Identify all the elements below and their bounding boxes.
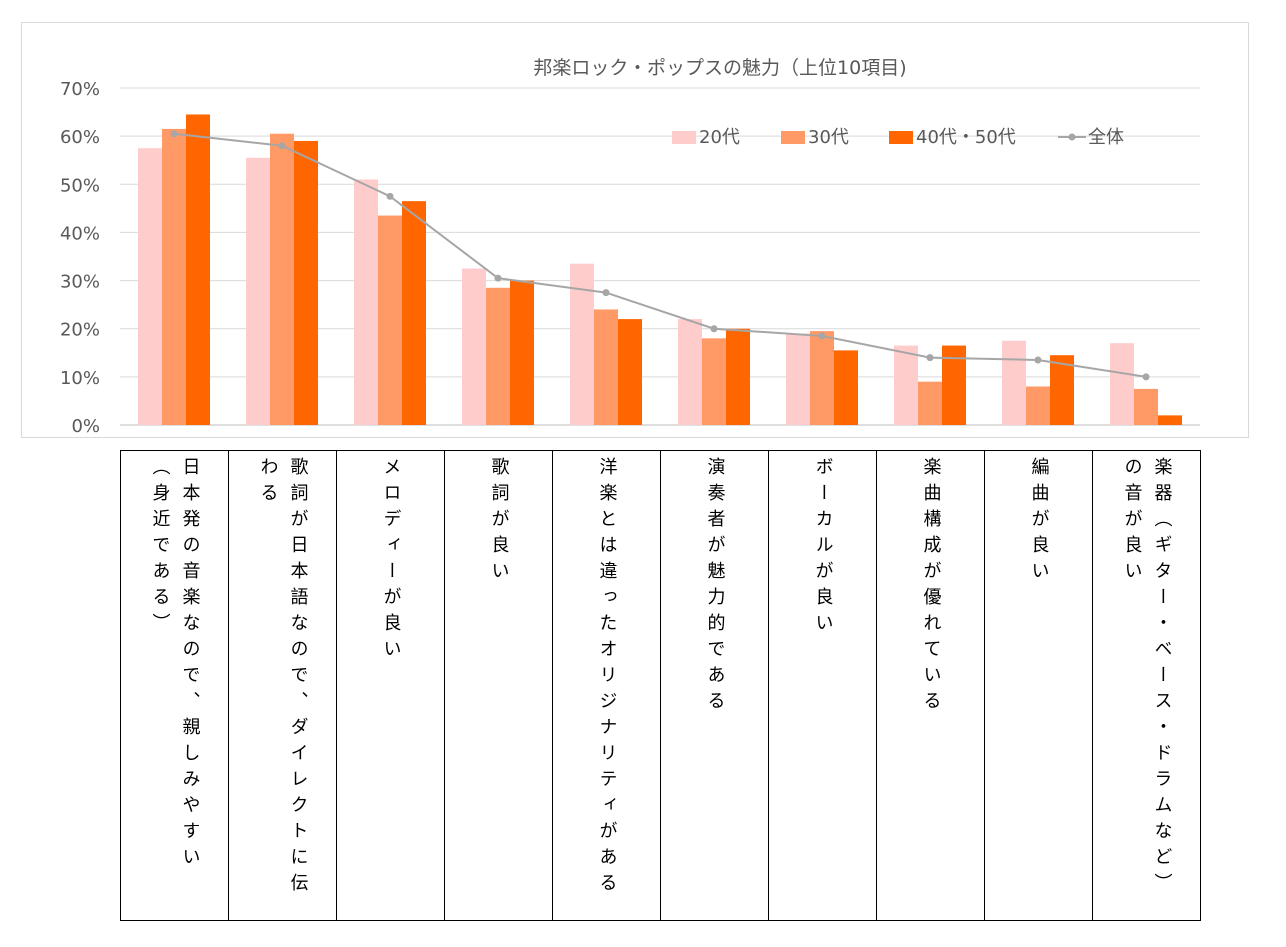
legend-label: 40代・50代 <box>916 127 1016 148</box>
bar <box>1002 340 1026 425</box>
bar <box>294 140 318 425</box>
bar <box>726 328 750 425</box>
line-point <box>494 274 502 282</box>
bar <box>462 268 486 425</box>
legend-label: 全体 <box>1088 127 1124 148</box>
category-label: 洋楽とは違ったオリジナリティがある <box>596 457 618 899</box>
bar <box>618 319 642 425</box>
bar <box>894 345 918 425</box>
category-label: メロディーが良い <box>380 457 402 665</box>
line-point <box>926 354 934 362</box>
bar <box>270 133 294 425</box>
bar <box>1134 388 1158 425</box>
bar <box>594 309 618 425</box>
category-label: 演奏者が魅力的である <box>704 457 726 717</box>
series-line-total <box>173 132 1147 378</box>
category-label-table: 日本発の音楽なので、親しみやすい（身近である） 歌詞が日本語なので、ダイレクトに伝… <box>120 450 1201 921</box>
legend-label: 20代 <box>699 127 740 148</box>
bar <box>486 287 510 425</box>
category-label: 編曲が良い <box>1028 457 1050 587</box>
bar <box>162 128 186 425</box>
y-tick-label: 10% <box>60 368 100 389</box>
bar <box>834 350 858 425</box>
chart-area <box>21 22 1249 438</box>
bar <box>378 215 402 425</box>
y-tick-label: 0% <box>71 416 100 437</box>
bar <box>786 333 810 425</box>
bar <box>678 319 702 425</box>
bar <box>186 114 210 425</box>
line-point <box>170 130 178 138</box>
bar <box>1050 355 1074 425</box>
category-label: 日本発の音楽なので、親しみやすい（身近である） <box>149 457 201 873</box>
line-point <box>710 325 718 333</box>
y-tick-label: 70% <box>60 79 100 100</box>
y-tick-label: 50% <box>60 175 100 196</box>
line-point <box>818 332 826 340</box>
bar <box>702 338 726 425</box>
line-point <box>602 289 610 297</box>
category-label: 歌詞が良い <box>488 457 510 587</box>
line-point <box>1142 373 1150 381</box>
bar <box>246 157 270 426</box>
category-cell: 楽曲構成が優れている <box>876 450 985 921</box>
bar <box>138 148 162 425</box>
line-point <box>1034 356 1042 364</box>
y-tick-label: 60% <box>60 127 100 148</box>
legend-swatch <box>672 131 696 144</box>
bar <box>810 331 834 425</box>
y-tick-label: 40% <box>60 223 100 244</box>
category-cell: 日本発の音楽なので、親しみやすい（身近である） <box>120 450 229 921</box>
bar <box>1110 343 1134 425</box>
chart-svg: 邦楽ロック・ポップスの魅力（上位10項目) 0% 10% 20% 30% 40% 50% 6… <box>60 57 1200 437</box>
category-cell: ボーカルが良い <box>768 450 877 921</box>
bar <box>402 201 426 425</box>
category-cell: メロディーが良い <box>336 450 445 921</box>
category-cell: 歌詞が日本語なので、ダイレクトに伝わる <box>228 450 337 921</box>
category-cell: 編曲が良い <box>984 450 1093 921</box>
category-label: ボーカルが良い <box>812 457 834 639</box>
category-cell: 演奏者が魅力的である <box>660 450 769 921</box>
bar <box>1026 386 1050 425</box>
bar <box>918 381 942 425</box>
category-cell: 歌詞が良い <box>444 450 553 921</box>
category-label: 楽器（ギター・ベース・ドラムなど）の音が良い <box>1121 457 1173 899</box>
bar <box>510 280 534 425</box>
legend-line-marker <box>1068 133 1076 141</box>
line-point <box>278 142 286 150</box>
category-label: 楽曲構成が優れている <box>920 457 942 717</box>
legend-swatch <box>781 131 805 144</box>
y-tick-label: 20% <box>60 320 100 341</box>
bar <box>1158 415 1182 425</box>
category-cell: 洋楽とは違ったオリジナリティがある <box>552 450 661 921</box>
legend-label: 30代 <box>808 127 849 148</box>
line-point <box>386 192 394 200</box>
bar <box>354 179 378 425</box>
chart-title: 邦楽ロック・ポップスの魅力（上位10項目) <box>533 57 906 79</box>
category-cell: 楽器（ギター・ベース・ドラムなど）の音が良い <box>1092 450 1201 921</box>
category-label: 歌詞が日本語なので、ダイレクトに伝わる <box>257 457 309 899</box>
y-tick-label: 30% <box>60 272 100 293</box>
legend-swatch <box>889 131 913 144</box>
